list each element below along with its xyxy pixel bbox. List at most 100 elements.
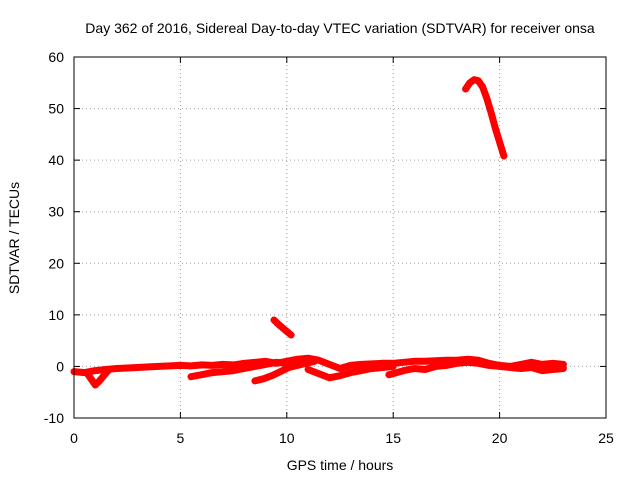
data-point [492, 125, 499, 132]
data-point [209, 369, 216, 376]
x-tick-label: 20 [492, 430, 508, 446]
data-point [400, 367, 407, 374]
data-point [517, 365, 524, 372]
data-point [198, 361, 205, 368]
data-point [539, 361, 546, 368]
data-point [303, 360, 309, 367]
data-series [70, 76, 567, 389]
data-point [305, 366, 312, 373]
data-point [273, 359, 280, 366]
data-point [124, 365, 131, 371]
data-point [358, 361, 365, 368]
y-axis-label: SDTVAR / TECUs [6, 182, 22, 294]
data-point [251, 363, 258, 370]
data-point [134, 364, 141, 371]
data-point [315, 370, 322, 377]
data-point [230, 367, 237, 374]
data-point [422, 358, 429, 365]
x-tick-label: 5 [177, 430, 185, 446]
data-point [283, 328, 290, 335]
y-tick-label: 30 [48, 204, 64, 220]
data-point [443, 362, 450, 369]
data-point [105, 367, 111, 374]
data-point [385, 371, 392, 378]
data-point [500, 153, 507, 159]
data-point [271, 317, 277, 323]
data-point [528, 359, 535, 366]
x-tick-label: 25 [598, 430, 614, 446]
data-point [379, 364, 386, 371]
data-point [88, 375, 94, 382]
data-point [479, 83, 486, 90]
data-point [209, 362, 216, 369]
data-point [432, 357, 439, 364]
data-point [528, 364, 535, 371]
data-point [486, 362, 492, 369]
y-tick-label: 40 [48, 152, 64, 168]
data-point [188, 373, 194, 380]
data-point [454, 360, 460, 367]
data-point [464, 359, 471, 366]
data-point [390, 363, 397, 370]
data-point [220, 368, 226, 375]
y-tick-label: -10 [44, 410, 64, 426]
data-point [251, 377, 258, 384]
x-axis-label: GPS time / hours [287, 457, 394, 473]
data-point [488, 109, 495, 116]
data-point [188, 362, 194, 369]
data-point [326, 374, 333, 381]
chart-title: Day 362 of 2016, Sidereal Day-to-day VTE… [85, 20, 595, 36]
data-point [288, 332, 295, 338]
data-point [92, 367, 99, 374]
axis-ticks: 0 5 10 15 20 25 -10 0 10 20 30 40 50 60 [44, 49, 614, 446]
data-point [277, 368, 284, 375]
data-point [483, 95, 490, 102]
data-point [260, 375, 267, 382]
data-point [466, 79, 473, 86]
data-point [96, 377, 103, 384]
data-point [220, 361, 226, 368]
data-point [241, 365, 248, 372]
data-point [368, 365, 375, 372]
data-point [230, 361, 237, 368]
y-tick-label: 10 [48, 307, 64, 323]
data-point [432, 363, 439, 370]
data-point [400, 359, 407, 366]
data-point [145, 363, 152, 370]
data-point [279, 324, 286, 331]
y-tick-label: 50 [48, 101, 64, 117]
data-point [92, 382, 99, 388]
data-point [549, 360, 556, 367]
x-tick-label: 15 [385, 430, 401, 446]
data-point [100, 372, 107, 379]
data-point [507, 364, 514, 371]
data-point [475, 360, 482, 367]
data-point [262, 361, 269, 368]
data-point [358, 367, 365, 374]
data-point [539, 367, 546, 374]
data-point [268, 372, 275, 379]
y-tick-label: 60 [48, 49, 64, 65]
data-point [177, 362, 184, 369]
data-point [475, 77, 482, 84]
data-point [275, 321, 282, 328]
data-point [113, 365, 120, 372]
x-tick-label: 0 [70, 430, 78, 446]
data-point [462, 86, 469, 92]
data-point [422, 366, 429, 373]
data-point [294, 356, 301, 363]
data-point [326, 361, 333, 368]
data-point [347, 369, 354, 376]
data-point [347, 362, 354, 369]
data-point [294, 362, 301, 369]
data-point [496, 363, 503, 370]
data-point [83, 369, 90, 376]
data-point [496, 139, 503, 146]
data-point [198, 371, 205, 378]
data-point [411, 358, 418, 365]
data-point [166, 362, 173, 369]
data-point [337, 365, 343, 372]
data-point [549, 366, 556, 373]
data-point [560, 365, 567, 372]
